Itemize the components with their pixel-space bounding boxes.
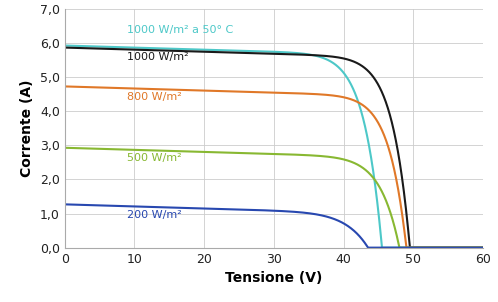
Y-axis label: Corrente (A): Corrente (A) xyxy=(20,80,34,177)
X-axis label: Tensione (V): Tensione (V) xyxy=(225,271,323,285)
Text: 1000 W/m² a 50° C: 1000 W/m² a 50° C xyxy=(127,25,234,35)
Text: 200 W/m²: 200 W/m² xyxy=(127,210,182,220)
Text: 800 W/m²: 800 W/m² xyxy=(127,92,182,102)
Text: 1000 W/m²: 1000 W/m² xyxy=(127,53,189,63)
Text: 500 W/m²: 500 W/m² xyxy=(127,153,182,163)
